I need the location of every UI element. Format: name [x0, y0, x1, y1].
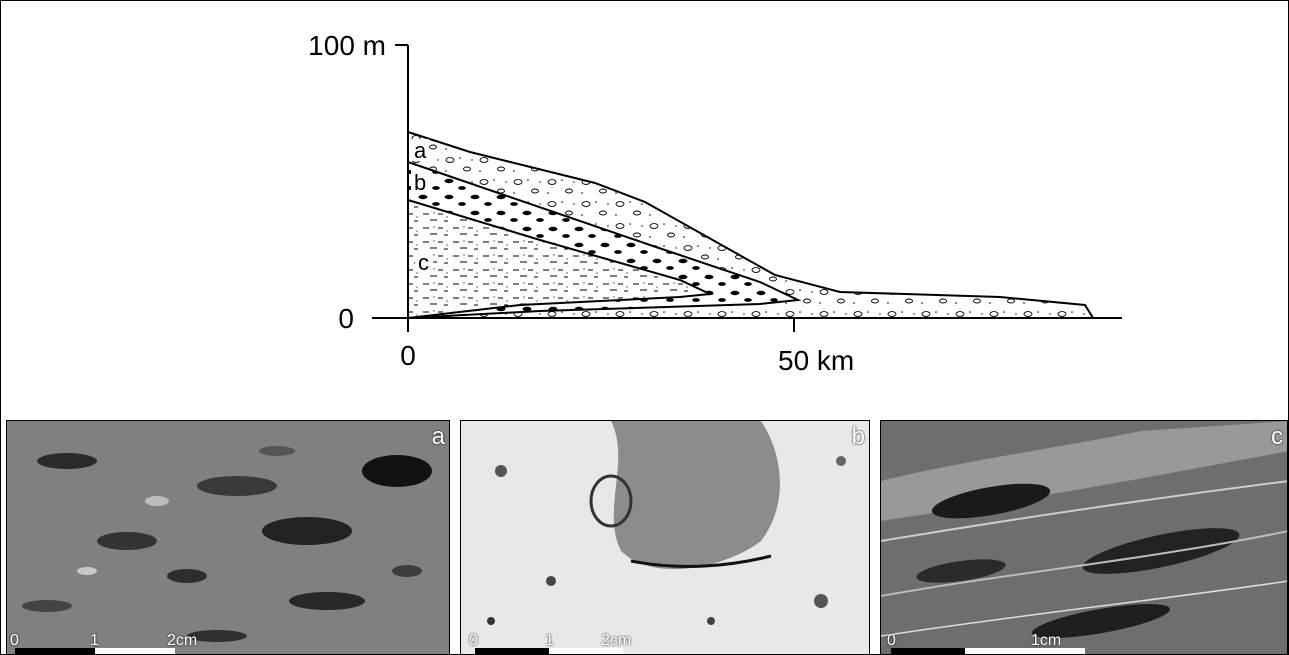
photo-b-texture: [461, 421, 869, 654]
photo-b-letter: b: [851, 423, 865, 450]
y-axis-top-label: 100 m: [308, 30, 386, 61]
x-axis-zero-label: 0: [400, 340, 416, 371]
photo-c-scale-bar-white: [965, 648, 1085, 654]
photo-c-scale-bar-black: [891, 648, 965, 654]
photo-c-texture: [881, 421, 1287, 654]
photo-b-scale-2: 2cm: [601, 632, 632, 649]
photo-a-scale-1: 1: [90, 632, 99, 649]
photo-b-scale-1: 1: [545, 632, 554, 649]
photo-b-scale-0: 0: [469, 632, 478, 649]
layer-label-a: a: [414, 138, 427, 163]
photo-a-scale-bar-white: [95, 648, 175, 654]
photo-c-letter: c: [1271, 423, 1283, 450]
x-axis-50km-label: 50 km: [778, 345, 854, 376]
layer-label-c: c: [418, 250, 429, 275]
y-axis-zero-label: 0: [338, 303, 354, 334]
photo-b-scale-bar-white: [549, 648, 623, 654]
photo-a-texture: [7, 421, 449, 654]
photo-panel-c: c 0 1cm: [880, 420, 1288, 655]
photo-panel-b: b 0 1 2cm: [460, 420, 870, 655]
photo-a-letter: a: [431, 423, 445, 450]
photo-b-scale-bar-black: [475, 648, 549, 654]
cross-section-diagram: 100 m 0 0 50 km a b c: [308, 30, 1122, 376]
photo-c-scale-0: 0: [887, 632, 896, 649]
photo-panel-a: a 0 1 2cm: [6, 420, 450, 655]
photo-a-scale-0: 0: [10, 632, 19, 649]
photo-a-scale-2: 2cm: [167, 632, 198, 649]
photo-c-scale-1: 1cm: [1031, 632, 1062, 649]
layer-label-b: b: [414, 170, 426, 195]
photo-a-scale-bar-black: [15, 648, 95, 654]
